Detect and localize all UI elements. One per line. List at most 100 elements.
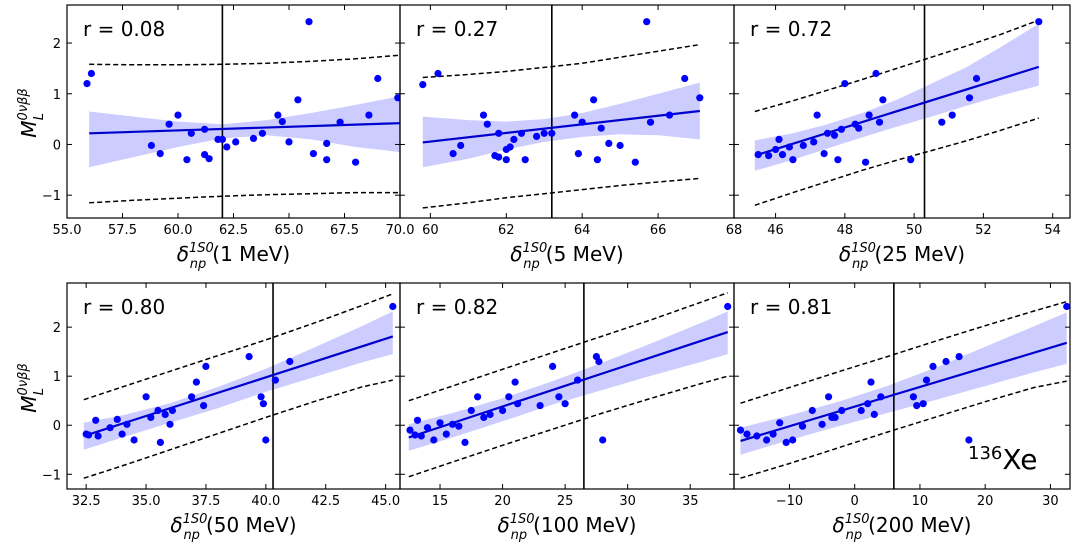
data-point [505, 393, 513, 401]
x-axis-label: δ1S0 np (100 MeV) [498, 512, 637, 543]
data-point [808, 406, 816, 415]
data-point [681, 74, 689, 83]
data-point [540, 129, 548, 137]
x-tick-label: 50 [906, 223, 923, 238]
data-point [571, 111, 579, 119]
data-point [436, 419, 444, 427]
data-point [820, 150, 828, 158]
data-point [271, 376, 279, 384]
panel-frame [733, 282, 1071, 490]
x-tick-label: 20 [977, 494, 994, 509]
data-point [205, 155, 213, 163]
x-axis-label-energy: (1 MeV) [212, 242, 290, 266]
x-axis-label-symbol: δ [833, 513, 845, 537]
data-point [223, 143, 231, 151]
y-tick-label: 0 [53, 138, 61, 153]
data-point [200, 402, 208, 410]
data-point [419, 81, 427, 89]
data-point [789, 156, 797, 164]
data-point [92, 416, 100, 424]
data-point [166, 420, 174, 428]
data-point [776, 419, 784, 427]
x-tick-label: 45.0 [371, 494, 400, 509]
data-point [480, 413, 488, 421]
data-point [834, 156, 842, 164]
x-tick-label: 64 [574, 223, 591, 238]
fit-line [754, 65, 1040, 157]
x-axis-label-symbol: δ [170, 513, 182, 537]
confidence-band [89, 96, 400, 168]
data-point [411, 431, 419, 439]
data-point [825, 393, 833, 401]
data-point [864, 400, 872, 408]
data-point [511, 378, 519, 386]
x-tick-label: 70.0 [386, 223, 415, 238]
x-tick-label: 37.5 [191, 494, 220, 509]
data-point [574, 376, 582, 384]
data-point [743, 430, 751, 438]
data-point [249, 134, 258, 142]
data-point [1063, 302, 1070, 311]
data-point [156, 150, 164, 158]
x-tick-label: 20 [494, 494, 511, 509]
x-axis-label-sup: 1S0 [510, 512, 535, 527]
panel-3: 46 48 50 52 54 r = 0.72 δ1S0 np (25 MeV) [733, 4, 1071, 272]
x-tick-label: 35 [682, 494, 699, 509]
x-axis-label: δ1S0 np (5 MeV) [510, 241, 623, 272]
prediction-upper-line [89, 54, 400, 66]
x-tick-label: 48 [837, 223, 854, 238]
data-point [736, 426, 745, 434]
data-point [455, 422, 463, 430]
x-tick-label: 60 [422, 223, 439, 238]
x-tick-label: 25 [557, 494, 574, 509]
data-point [574, 150, 583, 158]
x-axis-label: δ1S0 np (200 MeV) [833, 512, 972, 543]
x-axis-label-energy: (50 MeV) [206, 513, 297, 537]
data-point [374, 74, 382, 83]
x-axis-label-symbol: δ [510, 242, 522, 266]
data-point [467, 406, 475, 415]
data-point [87, 69, 95, 78]
data-point [913, 402, 921, 410]
data-point [696, 94, 704, 102]
y-axis-label-bottom: M0νββL [16, 363, 47, 412]
panel-2: 60 62 64 66 68 r = 0.27 δ1S0 np (5 MeV) [399, 4, 742, 272]
prediction-upper-line [408, 292, 728, 402]
x-axis-label-sup: 1S0 [183, 512, 208, 527]
data-point [417, 432, 425, 440]
data-point [593, 156, 602, 164]
data-point [430, 436, 438, 444]
correlation-label: r = 0.08 [83, 17, 165, 41]
x-tick-label: 15 [432, 494, 449, 509]
data-point [1035, 18, 1043, 26]
data-point [646, 118, 655, 126]
data-point [183, 156, 191, 164]
data-point [406, 426, 414, 434]
fit-line [740, 341, 1068, 442]
x-tick-label: 10 [912, 494, 929, 509]
prediction-lower-line [89, 191, 400, 204]
data-point [413, 416, 422, 424]
data-point [274, 111, 282, 119]
data-point [831, 413, 839, 421]
data-point [605, 139, 613, 147]
data-point [548, 129, 556, 137]
data-point [352, 158, 360, 166]
data-point [118, 430, 126, 438]
data-point [474, 393, 482, 401]
x-axis-label-symbol: δ [498, 513, 510, 537]
data-point [449, 150, 457, 158]
data-point [161, 410, 169, 418]
x-axis-label-sub: np [190, 257, 207, 272]
panel-1: 55.0 57.5 60.0 62.5 65.0 67.5 70.0 −1 0 1 2 r = 0.0… [42, 4, 415, 272]
x-tick-label: 0 [851, 494, 859, 509]
data-point [479, 111, 488, 119]
confidence-band [83, 311, 393, 450]
data-point [810, 138, 818, 146]
plot-area [419, 5, 704, 218]
plot-area [82, 283, 397, 489]
data-point [165, 120, 173, 128]
data-point [855, 124, 863, 132]
